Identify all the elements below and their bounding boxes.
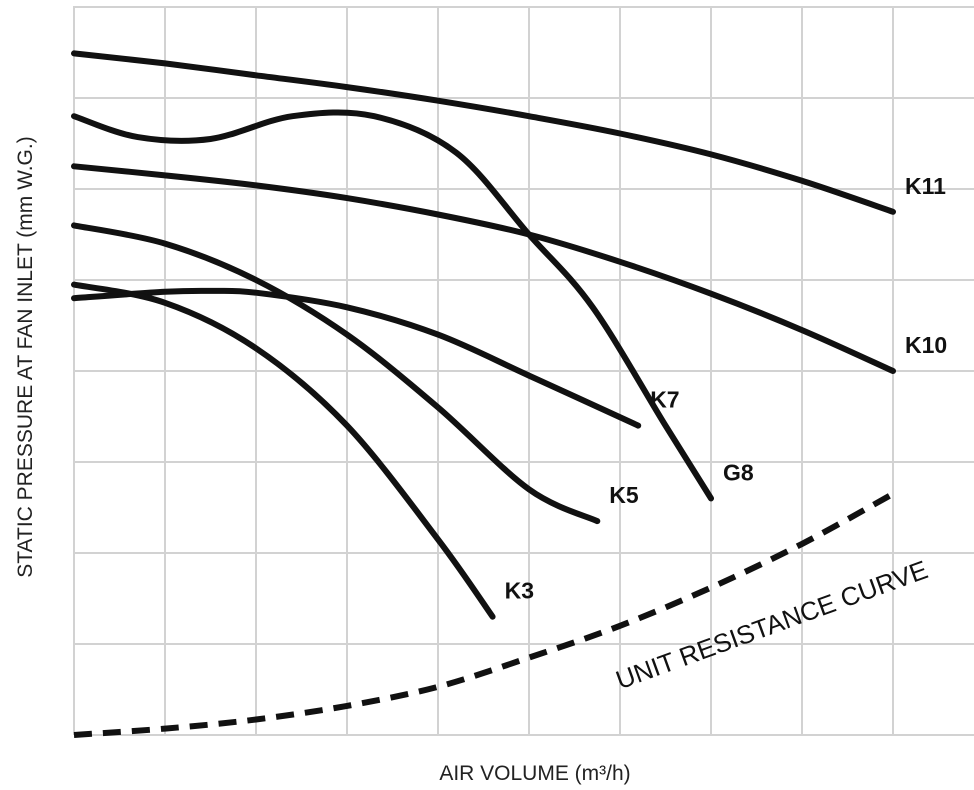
label-k5: K5	[609, 482, 639, 508]
label-k7: K7	[650, 387, 679, 413]
label-g8: G8	[723, 459, 754, 485]
chart-curve-labels: K11 G8 K10 K7 K5 K3 UNIT RESISTANCE CURVE	[505, 173, 948, 695]
label-k10: K10	[905, 332, 947, 358]
curve-k7	[71, 287, 642, 429]
chart-grid	[73, 6, 974, 736]
curve-k11	[71, 50, 896, 215]
label-unit-resistance-curve: UNIT RESISTANCE CURVE	[612, 554, 932, 695]
curve-k10	[71, 163, 896, 374]
x-axis-title: AIR VOLUME (m³/h)	[439, 762, 630, 785]
chart-curves	[71, 50, 896, 738]
label-k3: K3	[505, 578, 534, 604]
label-k11: K11	[905, 173, 946, 199]
curve-k5	[71, 222, 601, 525]
curve-g8	[71, 109, 714, 502]
curve-k3	[71, 281, 496, 620]
y-axis-title: STATIC PRESSURE AT FAN INLET (mm W.G.)	[14, 136, 37, 577]
